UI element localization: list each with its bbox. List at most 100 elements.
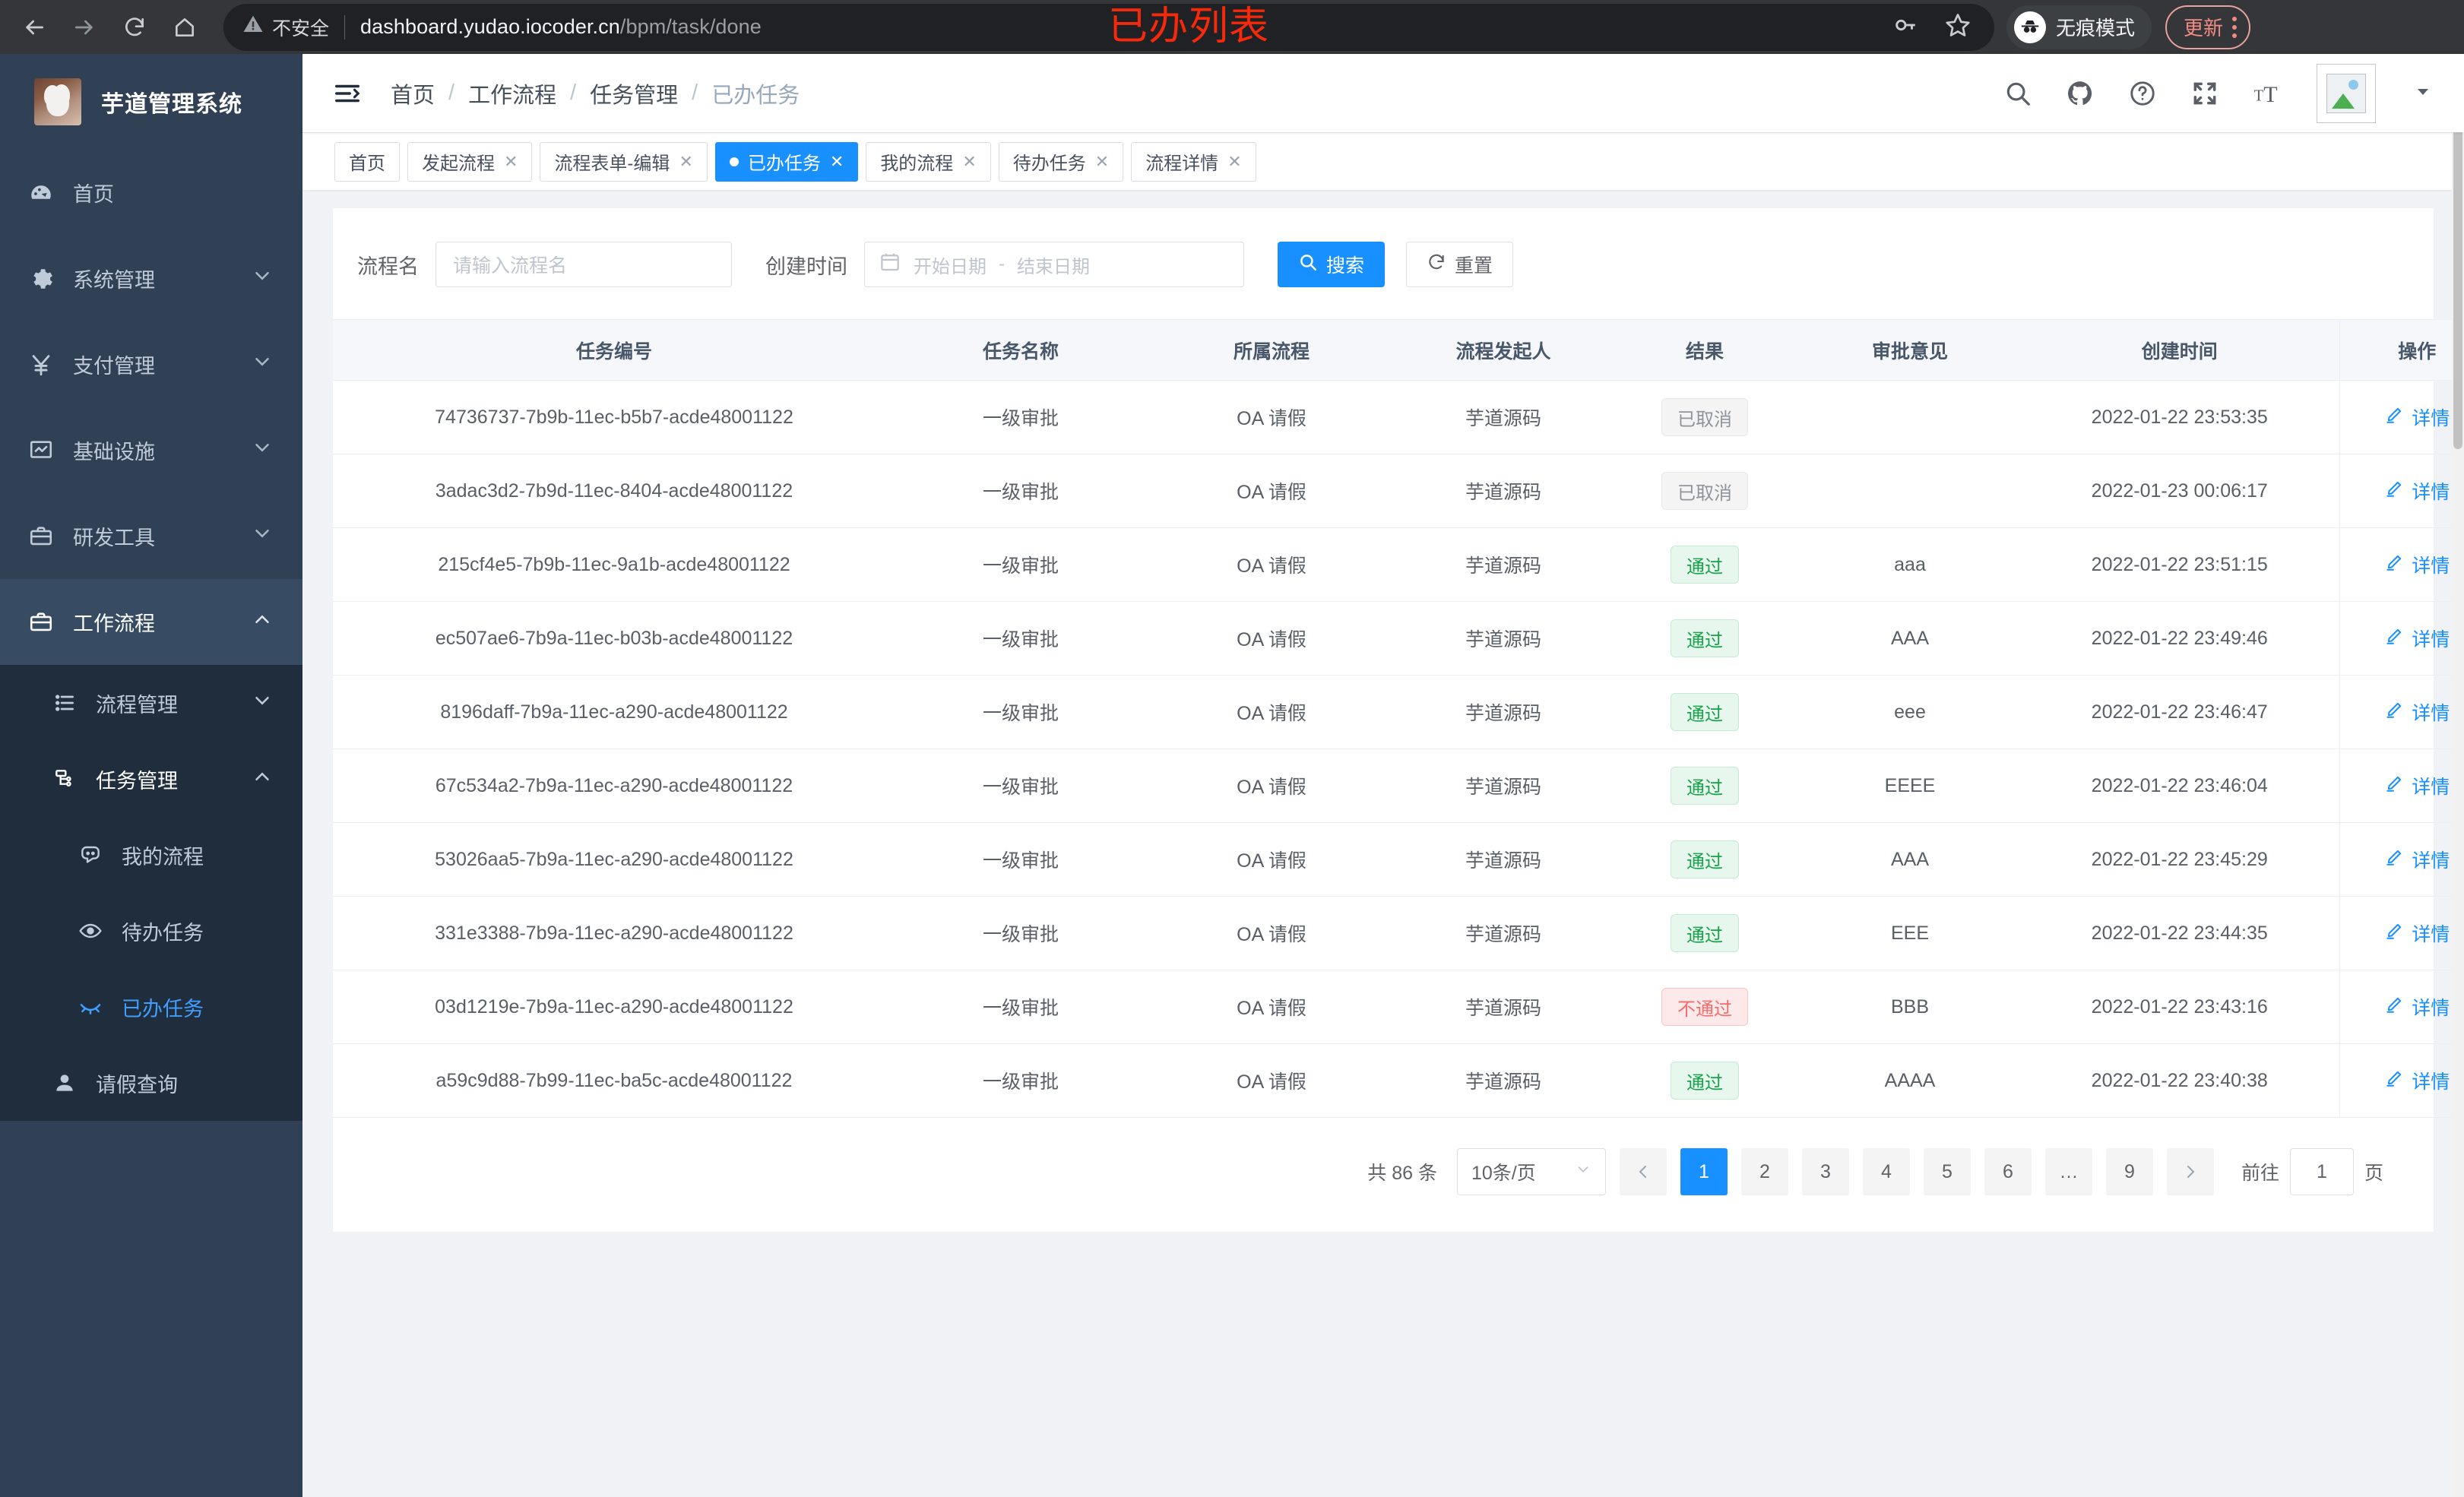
detail-link[interactable]: 详情: [2384, 846, 2450, 873]
tab-my-process[interactable]: 我的流程 ✕: [866, 141, 991, 182]
pagination-next-button[interactable]: [2166, 1148, 2214, 1195]
fullscreen-icon[interactable]: [2187, 76, 2222, 111]
tab-home[interactable]: 首页: [334, 141, 400, 182]
breadcrumb-item-home[interactable]: 首页: [391, 83, 435, 108]
pagination-jump-suffix: 页: [2364, 1163, 2383, 1184]
scrollbar-thumb[interactable]: [2453, 54, 2462, 449]
tab-start-process[interactable]: 发起流程 ✕: [407, 141, 533, 182]
detail-link[interactable]: 详情: [2384, 919, 2450, 947]
reload-button[interactable]: [111, 4, 158, 51]
close-icon[interactable]: ✕: [504, 151, 518, 171]
breadcrumb-item-workflow[interactable]: 工作流程: [468, 83, 557, 108]
sidebar-item-workflow[interactable]: 工作流程: [0, 579, 302, 665]
back-button[interactable]: [11, 4, 58, 51]
detail-link[interactable]: 详情: [2384, 477, 2450, 505]
detail-link[interactable]: 详情: [2384, 1067, 2450, 1094]
user-icon: [47, 1071, 82, 1095]
date-range-picker[interactable]: 开始日期 - 结束日期: [864, 242, 1244, 287]
detail-link[interactable]: 详情: [2384, 993, 2450, 1021]
cell-opinion: EEE: [1800, 896, 2020, 970]
cell-opinion: [1800, 380, 2020, 454]
search-button[interactable]: 搜索: [1278, 242, 1386, 287]
sidebar-item-payment-management[interactable]: 支付管理: [0, 321, 302, 407]
date-start-placeholder: 开始日期: [914, 256, 987, 277]
forward-button[interactable]: [61, 4, 108, 51]
detail-link[interactable]: 详情: [2384, 625, 2450, 652]
pagination-prev-button[interactable]: [1619, 1148, 1667, 1195]
eye-closed-icon: [73, 995, 108, 1019]
sidebar-item-process-management[interactable]: 流程管理: [0, 665, 302, 741]
edit-pencil-icon: [2384, 774, 2404, 799]
pagination-page-button[interactable]: 6: [1984, 1148, 2032, 1195]
security-label: 不安全: [272, 17, 330, 40]
brand-area[interactable]: 芋道管理系统: [0, 54, 302, 150]
tab-label: 我的流程: [880, 153, 954, 174]
bookmark-star-icon[interactable]: [1944, 11, 1972, 43]
close-icon[interactable]: ✕: [679, 151, 693, 171]
page-size-select[interactable]: 10条/页: [1456, 1148, 1606, 1195]
reset-button[interactable]: 重置: [1406, 242, 1514, 287]
sidebar-item-label: 待办任务: [122, 921, 204, 945]
chevron-down-icon[interactable]: [2414, 82, 2432, 104]
search-input[interactable]: 请输入流程名: [435, 242, 732, 287]
address-bar[interactable]: 不安全 dashboard.yudao.iocoder.cn/bpm/task/…: [223, 3, 1994, 51]
tab-process-detail[interactable]: 流程详情 ✕: [1131, 141, 1256, 182]
tab-process-form-edit[interactable]: 流程表单-编辑 ✕: [540, 141, 708, 182]
pagination-page-button[interactable]: 1: [1680, 1148, 1728, 1195]
sidebar-item-home[interactable]: 首页: [0, 150, 302, 236]
detail-link[interactable]: 详情: [2384, 698, 2450, 726]
close-icon[interactable]: ✕: [1227, 151, 1242, 171]
page-scrollbar[interactable]: [2452, 54, 2464, 1497]
cell-starter: 芋道源码: [1397, 601, 1610, 676]
pagination-page-button[interactable]: …: [2044, 1148, 2092, 1195]
edit-pencil-icon: [2384, 1068, 2404, 1093]
sidebar-item-dev-tools[interactable]: 研发工具: [0, 493, 302, 579]
detail-link[interactable]: 详情: [2384, 551, 2450, 578]
cell-operation: 详情: [2339, 675, 2464, 749]
incognito-indicator[interactable]: 无痕模式: [2006, 5, 2152, 49]
tab-todo-task[interactable]: 待办任务 ✕: [998, 141, 1124, 182]
status-badge: 已取消: [1661, 472, 1748, 510]
sidebar-item-system-management[interactable]: 系统管理: [0, 236, 302, 321]
cell-process: OA 请假: [1146, 1043, 1397, 1118]
sidebar-item-my-process[interactable]: 我的流程: [0, 817, 302, 893]
update-button[interactable]: 更新: [2165, 5, 2251, 49]
sidebar-item-infrastructure[interactable]: 基础设施: [0, 407, 302, 493]
detail-link[interactable]: 详情: [2384, 404, 2450, 431]
pagination-jump-input[interactable]: 1: [2289, 1148, 2354, 1195]
pagination-page-button[interactable]: 9: [2105, 1148, 2153, 1195]
close-icon[interactable]: ✕: [1094, 151, 1110, 171]
cell-opinion: AAA: [1800, 822, 2020, 897]
sidebar-item-label: 任务管理: [96, 769, 178, 793]
sidebar-item-todo-task[interactable]: 待办任务: [0, 893, 302, 969]
cell-result: 已取消: [1610, 380, 1800, 454]
help-circle-icon[interactable]: [2125, 76, 2160, 111]
pagination: 共 86 条 10条/页 1 2 3 4 5 6… 9 前往 1 页: [333, 1118, 2434, 1232]
breadcrumb-item-task-management[interactable]: 任务管理: [590, 83, 679, 108]
search-icon[interactable]: [2000, 76, 2035, 111]
pagination-page-button[interactable]: 4: [1862, 1148, 1910, 1195]
sidebar-item-done-task[interactable]: 已办任务: [0, 969, 302, 1045]
tab-done-task[interactable]: 已办任务 ✕: [714, 141, 859, 182]
key-icon[interactable]: [1892, 12, 1918, 42]
tab-label: 首页: [349, 153, 385, 174]
github-icon[interactable]: [2063, 76, 2098, 111]
security-indicator[interactable]: 不安全: [242, 13, 329, 41]
hamburger-icon[interactable]: [330, 76, 365, 111]
close-icon[interactable]: ✕: [962, 151, 977, 171]
home-button[interactable]: [161, 4, 208, 51]
url-host: dashboard.yudao.iocoder.cn: [360, 15, 620, 38]
tab-label: 待办任务: [1012, 153, 1086, 174]
kebab-menu-icon[interactable]: [2232, 16, 2238, 38]
sidebar-item-leave-query[interactable]: 请假查询: [0, 1045, 302, 1121]
yen-icon: [23, 352, 59, 378]
pagination-page-button[interactable]: 3: [1801, 1148, 1849, 1195]
pagination-page-button[interactable]: 5: [1923, 1148, 1971, 1195]
close-icon[interactable]: ✕: [829, 151, 844, 171]
tab-label: 流程详情: [1145, 153, 1219, 174]
pagination-page-button[interactable]: 2: [1740, 1148, 1788, 1195]
detail-link[interactable]: 详情: [2384, 772, 2450, 799]
avatar[interactable]: [2317, 63, 2376, 123]
sidebar-item-task-management[interactable]: 任务管理: [0, 741, 302, 817]
